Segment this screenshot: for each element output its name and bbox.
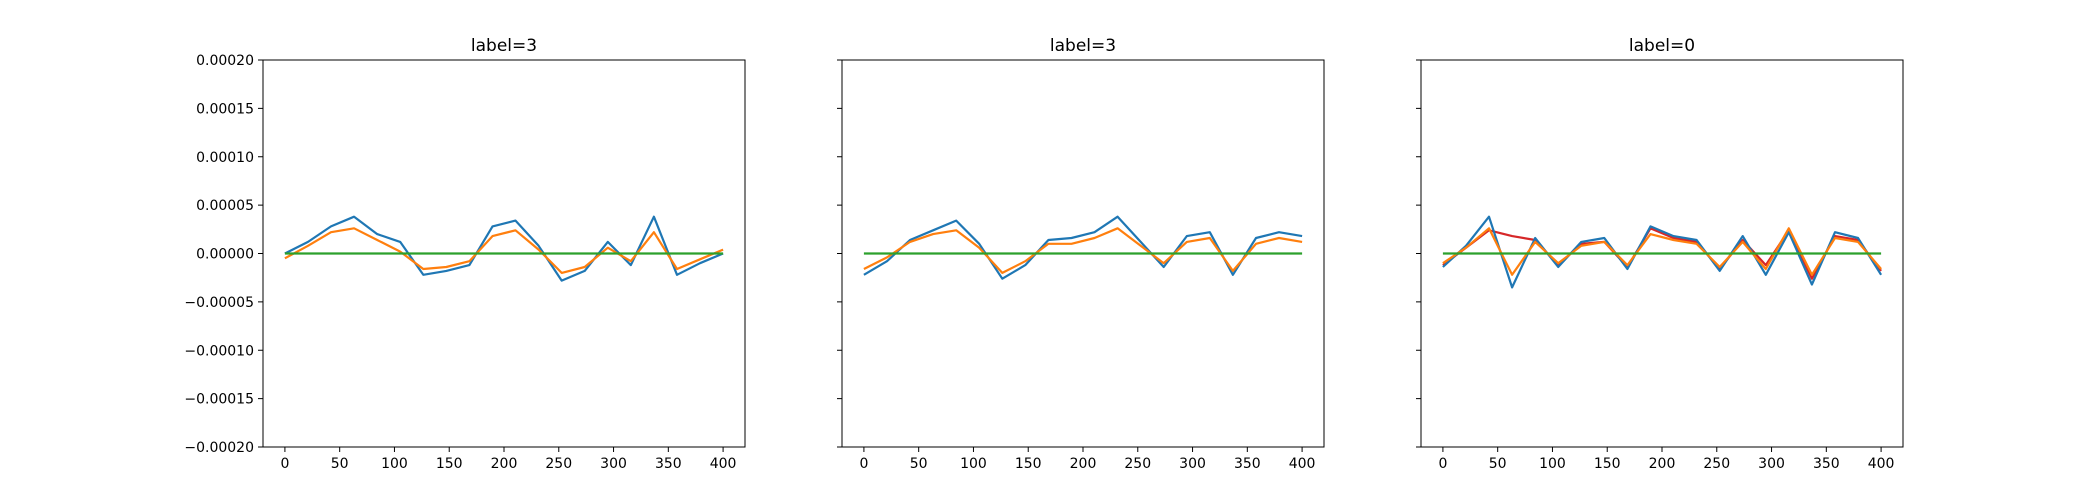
x-tick-label: 400 xyxy=(1868,456,1895,472)
series-line-2 xyxy=(1442,215,1883,289)
y-tick-label: 0.00020 xyxy=(196,53,254,69)
x-tick-label: 100 xyxy=(381,456,408,472)
x-tick-label: 300 xyxy=(1179,456,1206,472)
chart-panel-2: label=3 0 50 100 150 200 250 300 350 400 xyxy=(837,36,1325,472)
x-tick-label: 200 xyxy=(1070,456,1097,472)
y-tick-label: −0.00015 xyxy=(184,392,254,408)
y-tick-label: −0.00005 xyxy=(184,295,254,311)
x-tick-label: 350 xyxy=(655,456,682,472)
chart-title: label=3 xyxy=(1050,36,1116,56)
series-group xyxy=(284,215,724,282)
x-tick-label: 50 xyxy=(331,456,349,472)
x-tick-label: 300 xyxy=(600,456,627,472)
y-tick-label: 0.00015 xyxy=(196,101,254,117)
series-line-1 xyxy=(1442,227,1882,280)
chart-title: label=0 xyxy=(1629,36,1695,56)
x-tick-label: 250 xyxy=(1124,456,1151,472)
x-tick-label: 0 xyxy=(1438,456,1447,472)
x-tick-label: 350 xyxy=(1234,456,1261,472)
chart-title: label=3 xyxy=(471,36,537,56)
y-tick-label: 0.00005 xyxy=(196,198,254,214)
series-group xyxy=(1442,215,1883,289)
y-tick-label: −0.00010 xyxy=(184,343,254,359)
x-tick-label: 150 xyxy=(1594,456,1621,472)
x-tick-label: 400 xyxy=(1289,456,1316,472)
y-tick-label: −0.00020 xyxy=(184,440,254,456)
y-tick-label: 0.00010 xyxy=(196,150,254,166)
chart-panel-3: label=0 0 50 100 150 200 250 300 350 400 xyxy=(1416,36,1904,472)
y-tick-label: 0.00000 xyxy=(196,247,254,263)
x-tick-label: 200 xyxy=(1649,456,1676,472)
x-tick-label: 50 xyxy=(1489,456,1507,472)
x-tick-label: 350 xyxy=(1813,456,1840,472)
x-tick-label: 250 xyxy=(1703,456,1730,472)
x-tick-label: 100 xyxy=(960,456,987,472)
x-tick-label: 300 xyxy=(1758,456,1785,472)
x-tick-label: 150 xyxy=(1015,456,1042,472)
x-tick-label: 150 xyxy=(436,456,463,472)
x-tick-label: 100 xyxy=(1539,456,1566,472)
x-tick-label: 200 xyxy=(491,456,518,472)
series-line-2 xyxy=(284,227,724,274)
x-tick-label: 0 xyxy=(280,456,289,472)
x-tick-label: 400 xyxy=(710,456,737,472)
series-line-1 xyxy=(284,215,724,282)
series-line-3 xyxy=(1442,227,1882,276)
chart-panel-1: label=3 0 50 100 150 200 250 300 350 400 −0.00020 −… xyxy=(184,36,746,472)
x-tick-label: 250 xyxy=(545,456,572,472)
x-tick-label: 0 xyxy=(859,456,868,472)
x-tick-label: 50 xyxy=(910,456,928,472)
series-line-2 xyxy=(863,227,1303,274)
series-line-1 xyxy=(863,215,1303,280)
series-group xyxy=(863,215,1303,280)
